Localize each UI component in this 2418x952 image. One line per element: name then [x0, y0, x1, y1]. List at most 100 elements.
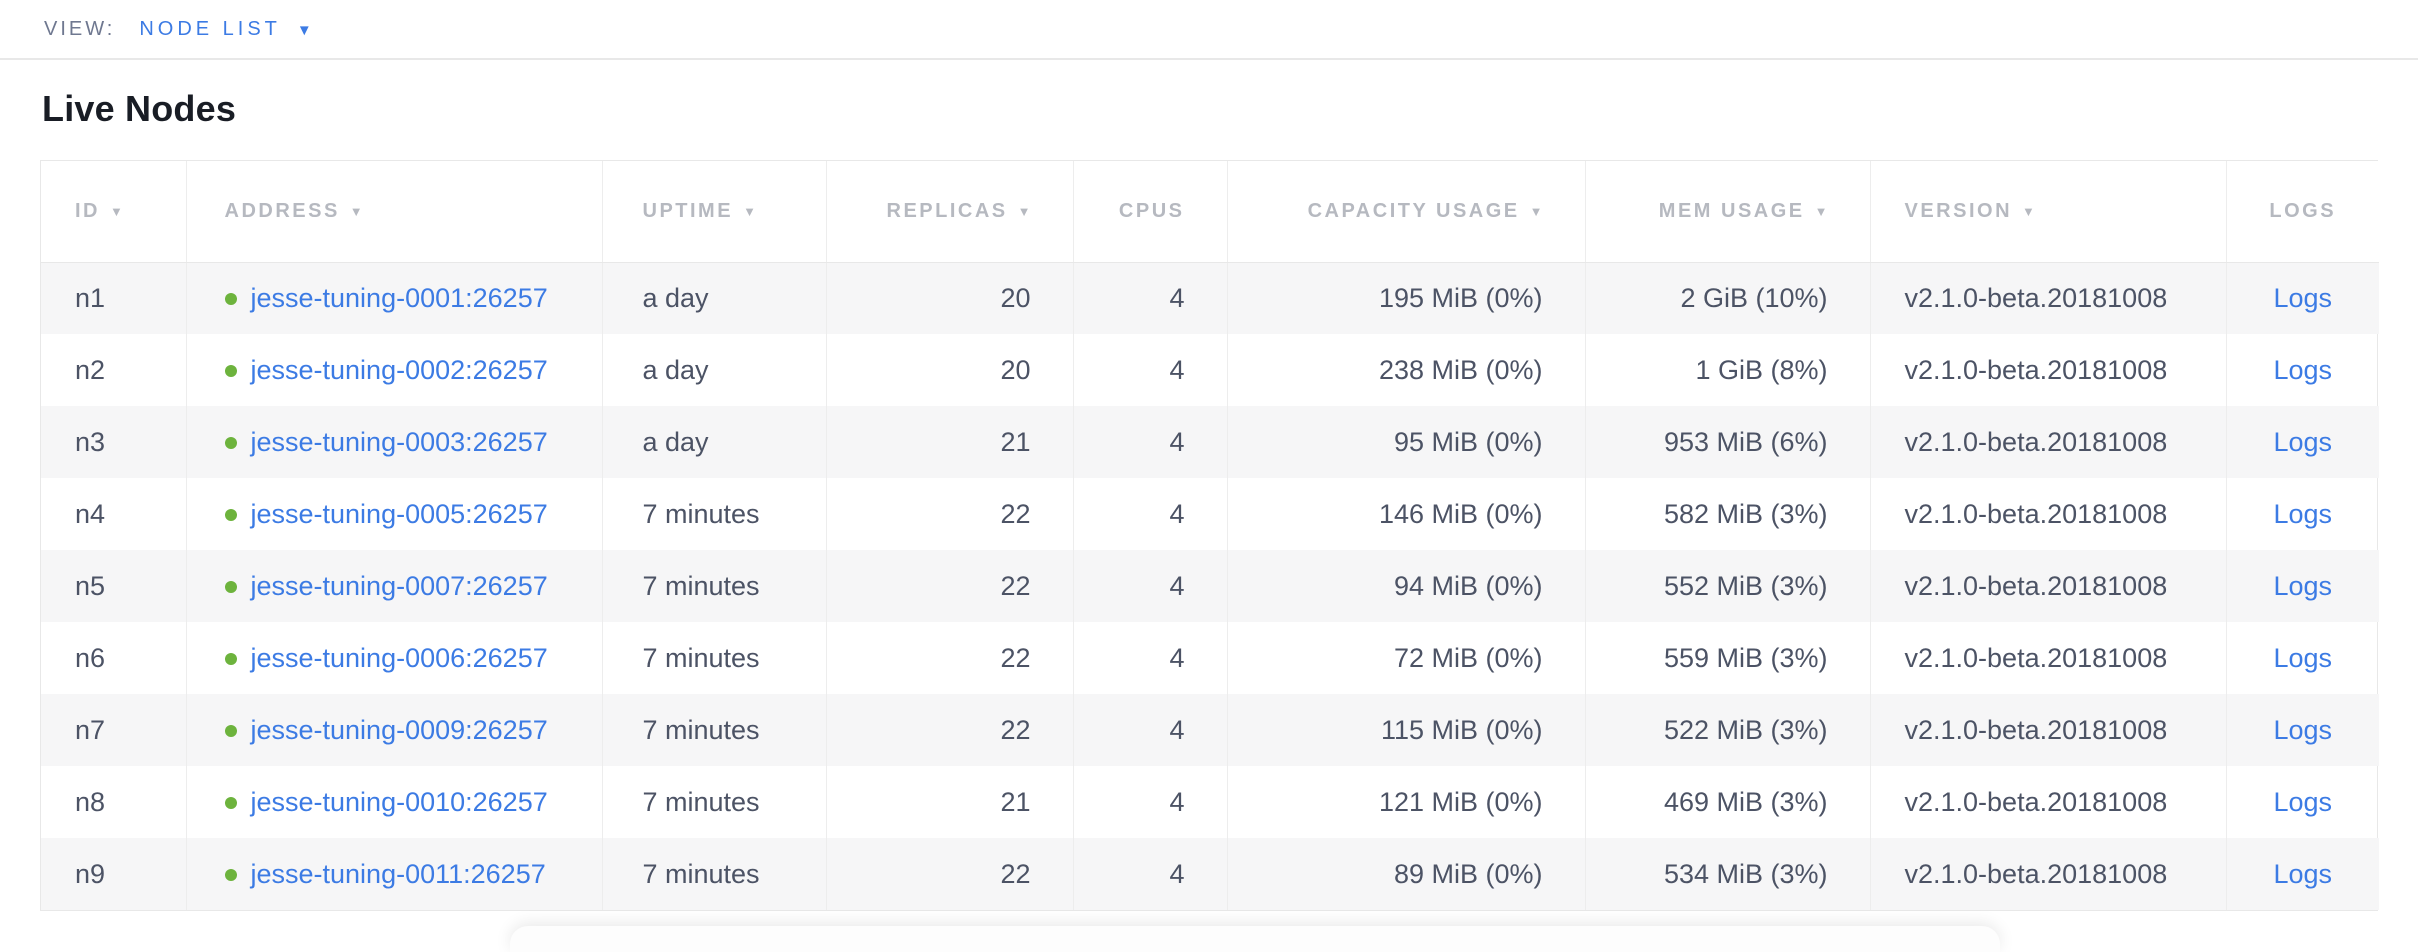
column-header-id[interactable]: ID ▼ — [41, 161, 186, 263]
logs-link[interactable]: Logs — [2273, 570, 2333, 601]
column-header-cpus: CPUS — [1072, 161, 1227, 263]
green-status-dot-icon — [224, 580, 237, 593]
column-header-address[interactable]: ADDRESS ▼ — [185, 161, 602, 263]
cell-replicas: 22 — [825, 838, 1073, 910]
cell-mem: 582 MiB (3%) — [1584, 478, 1870, 550]
cell-address: jesse-tuning-0001:26257 — [185, 262, 602, 334]
column-header-label: CAPACITY USAGE — [1307, 199, 1520, 222]
cell-capacity: 146 MiB (0%) — [1226, 478, 1585, 550]
table-row: n2 jesse-tuning-0002:26257 a day 20 4 238 MiB… — [41, 334, 2379, 406]
cell-cpus: 4 — [1072, 406, 1227, 478]
logs-link[interactable]: Logs — [2273, 858, 2333, 889]
logs-link[interactable]: Logs — [2273, 714, 2333, 745]
node-address-link[interactable]: jesse-tuning-0009:26257 — [250, 714, 548, 745]
cell-id: n7 — [41, 694, 186, 766]
node-address-link[interactable]: jesse-tuning-0011:26257 — [250, 858, 546, 889]
cell-uptime: 7 minutes — [601, 766, 826, 838]
live-nodes-table-container: ID ▼ ADDRESS ▼ UPTIME ▼ REPLICAS ▼ CPUS CAPACITY … — [40, 160, 2379, 911]
cell-id: n6 — [75, 642, 106, 673]
page-title: Live Nodes — [42, 88, 237, 129]
table-row: n8 jesse-tuning-0010:26257 7 minutes 21 4 121… — [41, 766, 2379, 838]
column-header-version[interactable]: VERSION ▼ — [1869, 161, 2226, 263]
column-header-label: LOGS — [2269, 199, 2337, 222]
cell-address: jesse-tuning-0003:26257 — [185, 406, 602, 478]
column-header-replicas[interactable]: REPLICAS ▼ — [825, 161, 1073, 263]
cell-cpus: 4 — [1072, 478, 1227, 550]
column-header-label: ID — [75, 199, 100, 222]
cell-replicas: 20 — [825, 334, 1073, 406]
cell-logs: Logs — [2225, 334, 2379, 406]
cell-capacity: 195 MiB (0%) — [1226, 262, 1585, 334]
cell-version: v2.1.0-beta.20181008 — [1869, 838, 2226, 910]
cell-id: n5 — [41, 550, 186, 622]
cell-uptime: 7 minutes — [601, 694, 826, 766]
cell-logs: Logs — [2225, 478, 2379, 550]
cell-id: n3 — [41, 406, 186, 478]
node-address-link[interactable]: jesse-tuning-0001:26257 — [250, 282, 548, 313]
green-status-dot-icon — [224, 868, 237, 881]
cell-address: jesse-tuning-0005:26257 — [185, 478, 602, 550]
column-header-label: UPTIME — [642, 199, 734, 222]
cell-uptime: 7 minutes — [601, 550, 826, 622]
cell-address: jesse-tuning-0002:26257 — [185, 334, 602, 406]
cell-uptime: a day — [601, 334, 826, 406]
column-header-uptime[interactable]: UPTIME ▼ — [601, 161, 826, 263]
node-address-link[interactable]: jesse-tuning-0002:26257 — [250, 354, 548, 385]
logs-link[interactable]: Logs — [2273, 786, 2333, 817]
view-label: VIEW: — [44, 17, 116, 40]
table-row: n6 jesse-tuning-0006:26257 7 minutes 22 4 72 … — [41, 622, 2379, 694]
cell-address: jesse-tuning-0006:26257 — [185, 622, 602, 694]
cell-capacity: 121 MiB (0%) — [1226, 766, 1585, 838]
cell-capacity: 89 MiB (0%) — [1226, 838, 1585, 910]
node-address-link[interactable]: jesse-tuning-0003:26257 — [250, 426, 548, 457]
cell-mem: 1 GiB (8%) — [1584, 334, 1870, 406]
green-status-dot-icon — [224, 292, 237, 305]
column-header-mem[interactable]: MEM USAGE ▼ — [1584, 161, 1870, 263]
view-selector-dropdown[interactable]: NODE LIST ▼ — [139, 18, 311, 41]
cell-address: jesse-tuning-0011:26257 — [185, 838, 602, 910]
cell-id: n8 — [75, 786, 106, 817]
cell-id: n2 — [75, 354, 106, 385]
cell-version: v2.1.0-beta.20181008 — [1869, 334, 2226, 406]
table-body: n1 jesse-tuning-0001:26257 a day 20 4 195 MiB… — [41, 262, 2379, 910]
logs-link[interactable]: Logs — [2273, 426, 2333, 457]
cell-replicas: 22 — [825, 478, 1073, 550]
node-address-link[interactable]: jesse-tuning-0010:26257 — [250, 786, 548, 817]
cell-address: jesse-tuning-0007:26257 — [185, 550, 602, 622]
sort-descending-icon: ▼ — [1017, 203, 1031, 219]
cell-replicas: 20 — [825, 262, 1073, 334]
cell-id: n4 — [75, 498, 106, 529]
node-address-link[interactable]: jesse-tuning-0006:26257 — [250, 642, 548, 673]
column-header-label: CPUS — [1118, 199, 1185, 222]
chevron-down-icon: ▼ — [296, 21, 312, 39]
cell-capacity: 95 MiB (0%) — [1226, 406, 1585, 478]
sort-descending-icon: ▼ — [110, 203, 123, 219]
column-header-capacity[interactable]: CAPACITY USAGE ▼ — [1226, 161, 1585, 263]
sort-descending-icon: ▼ — [743, 203, 756, 219]
node-address-link[interactable]: jesse-tuning-0005:26257 — [250, 498, 548, 529]
cell-capacity: 115 MiB (0%) — [1226, 694, 1585, 766]
cell-cpus: 4 — [1072, 262, 1227, 334]
column-header-label: ADDRESS — [224, 199, 340, 222]
cell-replicas: 22 — [825, 550, 1073, 622]
logs-link[interactable]: Logs — [2273, 642, 2333, 673]
cell-mem: 559 MiB (3%) — [1584, 622, 1870, 694]
node-address-link[interactable]: jesse-tuning-0007:26257 — [250, 570, 548, 601]
cell-logs: Logs — [2225, 838, 2379, 910]
column-header-label: VERSION — [1904, 199, 2013, 222]
sort-descending-icon: ▼ — [349, 203, 363, 219]
cell-logs: Logs — [2225, 262, 2379, 334]
cell-uptime: 7 minutes — [601, 838, 826, 910]
logs-link[interactable]: Logs — [2273, 282, 2333, 313]
cell-mem: 2 GiB (10%) — [1584, 262, 1870, 334]
logs-link[interactable]: Logs — [2273, 498, 2333, 529]
sort-descending-icon: ▼ — [2022, 203, 2035, 219]
cell-version: v2.1.0-beta.20181008 — [1869, 406, 2226, 478]
cell-cpus: 4 — [1072, 334, 1227, 406]
cell-uptime: 7 minutes — [601, 478, 826, 550]
table-header: ID ▼ ADDRESS ▼ UPTIME ▼ REPLICAS ▼ CPUS CAPACITY … — [41, 161, 2379, 263]
logs-link[interactable]: Logs — [2273, 354, 2333, 385]
cell-logs: Logs — [2225, 694, 2379, 766]
cell-logs: Logs — [2225, 622, 2379, 694]
